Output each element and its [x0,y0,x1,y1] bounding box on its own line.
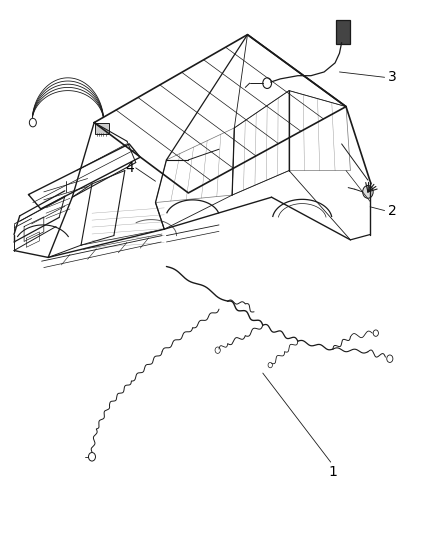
FancyBboxPatch shape [336,20,350,44]
Text: 3: 3 [388,70,396,84]
Text: 1: 1 [328,465,337,479]
Text: 4: 4 [125,161,134,175]
FancyBboxPatch shape [95,123,109,134]
Text: 2: 2 [388,204,396,217]
Circle shape [363,185,373,198]
